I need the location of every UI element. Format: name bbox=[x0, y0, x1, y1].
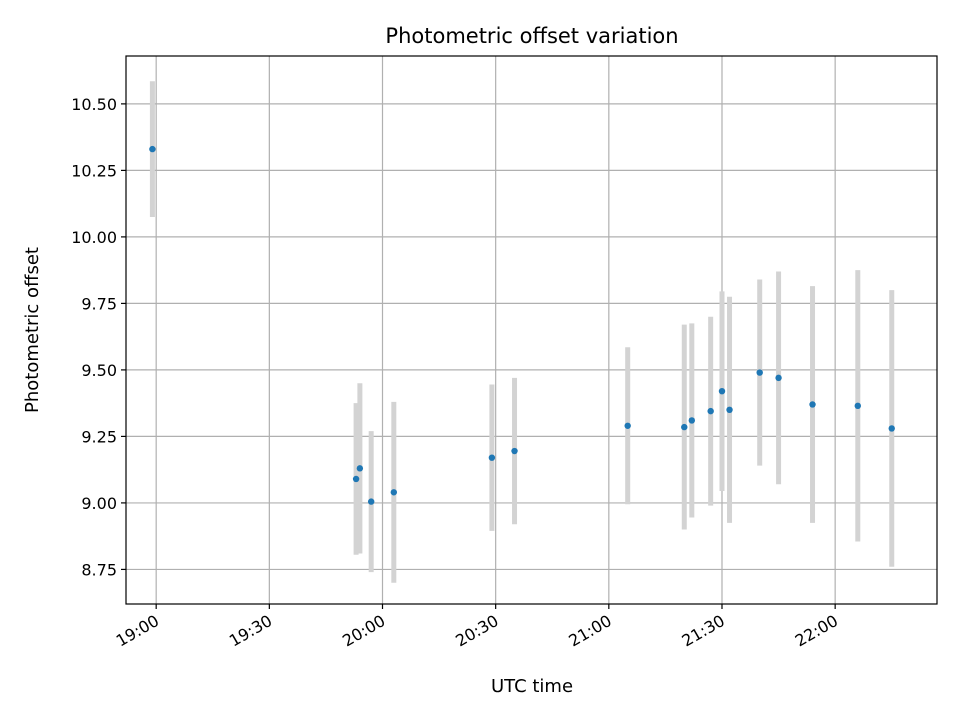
x-tick-label: 22:00 bbox=[792, 611, 841, 651]
data-point bbox=[681, 423, 688, 431]
y-tick-label: 9.75 bbox=[81, 294, 117, 313]
y-tick-label: 8.75 bbox=[81, 560, 117, 579]
data-point bbox=[511, 447, 518, 455]
y-tick-label: 10.00 bbox=[71, 228, 117, 247]
x-axis-label: UTC time bbox=[491, 676, 573, 697]
data-point bbox=[775, 374, 782, 382]
x-tick-label: 19:30 bbox=[226, 611, 275, 651]
y-axis-label: Photometric offset bbox=[22, 247, 43, 413]
data-point bbox=[688, 417, 696, 424]
data-point bbox=[888, 425, 895, 432]
data-point bbox=[718, 387, 726, 395]
data-point bbox=[488, 454, 496, 461]
data-point bbox=[707, 407, 714, 415]
data-point bbox=[756, 369, 763, 376]
data-point bbox=[624, 422, 631, 429]
y-tick-label: 9.50 bbox=[81, 361, 117, 380]
error-bars bbox=[149, 81, 895, 583]
data-point bbox=[356, 465, 364, 472]
y-tick-label: 10.25 bbox=[71, 161, 117, 180]
data-point bbox=[726, 406, 733, 414]
data-points bbox=[149, 145, 895, 505]
x-tick-label: 21:00 bbox=[565, 611, 614, 651]
x-tick-label: 20:30 bbox=[452, 611, 501, 651]
data-point bbox=[352, 475, 360, 483]
y-axis-ticks: 8.75 9.00 9.25 9.50 9.75 10.00 10.25 10.50 bbox=[71, 95, 126, 579]
data-point bbox=[854, 402, 861, 410]
data-point bbox=[809, 401, 816, 408]
x-tick-label: 19:00 bbox=[113, 611, 162, 651]
y-tick-label: 9.25 bbox=[81, 427, 117, 446]
data-point bbox=[390, 489, 398, 496]
chart-title: Photometric offset variation bbox=[385, 24, 678, 48]
grid-lines bbox=[126, 56, 937, 604]
data-point bbox=[149, 145, 156, 153]
y-tick-label: 10.50 bbox=[71, 95, 117, 114]
x-axis-ticks: 19:00 19:30 20:00 20:30 21:00 21:30 22:00 bbox=[113, 604, 841, 651]
y-tick-label: 9.00 bbox=[81, 494, 117, 513]
x-tick-label: 21:30 bbox=[679, 611, 728, 651]
x-tick-label: 20:00 bbox=[339, 611, 388, 651]
plot-frame bbox=[125, 55, 938, 605]
data-point bbox=[367, 498, 375, 505]
